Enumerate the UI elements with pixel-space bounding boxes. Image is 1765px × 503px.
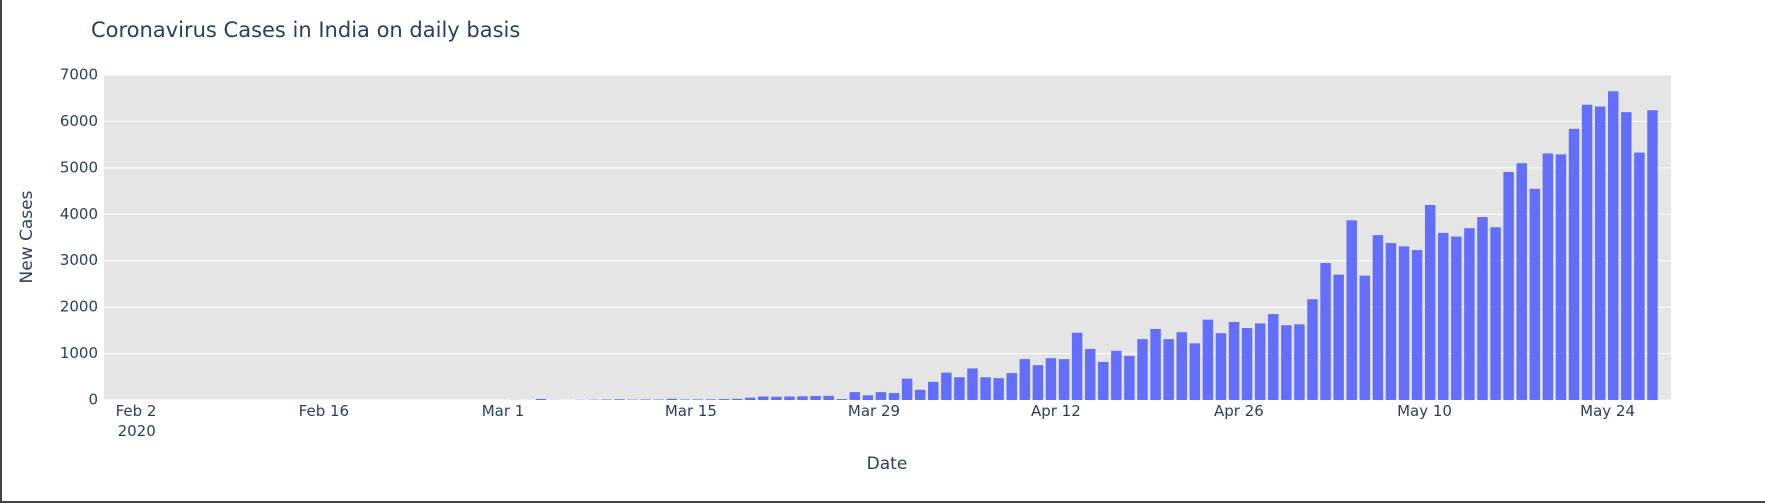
bar: [967, 368, 978, 400]
bar: [888, 393, 900, 400]
x-tick-label: Mar 29: [848, 402, 900, 420]
x-axis-title: Date: [867, 454, 908, 474]
bar: [771, 396, 782, 400]
bar: [875, 392, 887, 400]
y-tick-label: 5000: [60, 158, 98, 176]
bar: [784, 396, 795, 400]
bar: [1228, 322, 1240, 400]
bar: [901, 378, 913, 400]
bar: [1621, 112, 1632, 401]
bar: [1281, 325, 1292, 400]
bar: [1647, 110, 1658, 401]
bar: [535, 398, 547, 400]
bar: [823, 395, 834, 400]
bar: [1294, 324, 1305, 400]
bar: [941, 372, 952, 400]
bar: [1189, 343, 1201, 400]
bar: [1385, 243, 1397, 400]
bar: [718, 399, 730, 400]
bar: [1176, 332, 1187, 400]
bar: [1124, 355, 1135, 400]
bar: [862, 395, 874, 400]
bar: [1032, 365, 1044, 400]
bar: [810, 396, 821, 400]
x-tick-label: Feb 16: [299, 402, 349, 420]
bar: [849, 392, 861, 400]
y-tick-label: 6000: [60, 112, 98, 130]
y-axis-title: New Cases: [17, 190, 37, 283]
y-tick-label: 1000: [60, 344, 98, 362]
x-tick-label: Mar 1: [482, 402, 525, 420]
bar: [1555, 154, 1567, 400]
bar: [1490, 227, 1501, 400]
bar: [1451, 236, 1462, 400]
bar: [705, 399, 717, 400]
x-tick-label: Apr 26: [1214, 402, 1264, 420]
bar: [1084, 348, 1096, 400]
bar: [1045, 358, 1057, 400]
bar: [1529, 188, 1541, 400]
bar: [1411, 250, 1423, 400]
bar: [1424, 205, 1436, 400]
bar: [731, 398, 743, 400]
bar: [692, 399, 704, 400]
y-tick-label: 2000: [60, 298, 98, 316]
bar: [1608, 91, 1619, 400]
y-tick-label: 7000: [60, 66, 98, 84]
bar: [1150, 328, 1161, 400]
bar: [1071, 332, 1083, 400]
bar: [1581, 104, 1593, 400]
bar: [1098, 361, 1109, 400]
bar: [1254, 323, 1266, 400]
x-tick-label: Mar 15: [665, 402, 717, 420]
bar: [914, 389, 926, 400]
plot-background: [104, 75, 1671, 400]
bar: [1241, 328, 1253, 400]
bar: [1568, 128, 1580, 400]
bar: [1202, 319, 1214, 400]
bar: [1346, 220, 1357, 400]
bar: [758, 396, 769, 400]
bar: [1464, 228, 1475, 400]
x-tick-label: Apr 12: [1031, 402, 1081, 420]
bar: [1503, 172, 1514, 400]
bar: [1438, 232, 1449, 400]
bar: [1058, 359, 1070, 400]
bar: [666, 398, 677, 400]
bar: [614, 399, 625, 400]
bar: [1268, 314, 1279, 400]
bar: [1333, 274, 1344, 400]
bar: [1634, 152, 1645, 400]
bar: [993, 378, 1004, 400]
y-tick-label: 0: [88, 391, 98, 409]
bar: [928, 381, 939, 400]
y-tick-label: 3000: [60, 251, 98, 269]
bar: [1215, 333, 1227, 400]
bar: [836, 399, 847, 400]
bar: [744, 397, 756, 400]
x-tick-label: Feb 2 2020: [116, 402, 157, 440]
bar: [954, 377, 965, 400]
x-tick-label: May 10: [1397, 402, 1452, 420]
bar: [1111, 350, 1122, 400]
bar: [1372, 235, 1384, 400]
bar: [1320, 263, 1331, 400]
bar: [1307, 299, 1318, 400]
chart-title: Coronavirus Cases in India on daily basi…: [91, 18, 520, 42]
y-tick-label: 4000: [60, 205, 98, 223]
bar: [1594, 106, 1606, 401]
bar: [1137, 339, 1148, 400]
bar: [980, 377, 991, 400]
bar: [1006, 373, 1017, 400]
bar: [1516, 163, 1527, 400]
x-tick-label: May 24: [1580, 402, 1635, 420]
bar: [1019, 359, 1031, 400]
bar: [797, 396, 808, 400]
bar: [1398, 246, 1410, 400]
bar: [1163, 339, 1174, 400]
bar: [1542, 153, 1554, 400]
bar: [1477, 217, 1488, 400]
bar: [1359, 275, 1371, 400]
